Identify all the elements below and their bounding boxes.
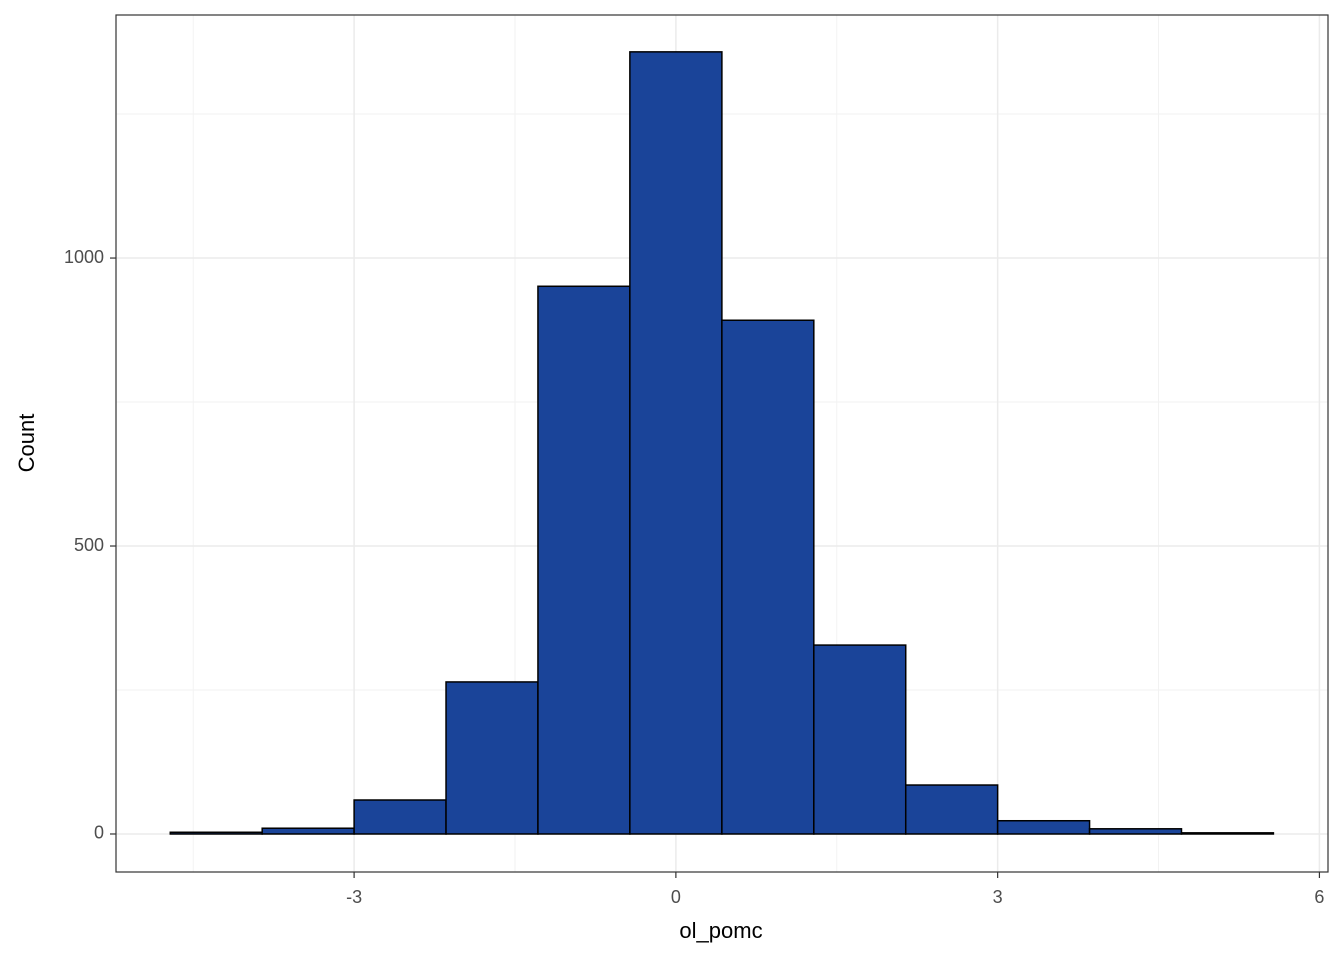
bar bbox=[261, 827, 355, 835]
x-tick-label: 0 bbox=[671, 887, 681, 907]
x-tick-label: -3 bbox=[346, 887, 362, 907]
y-axis-title: Count bbox=[14, 414, 39, 473]
y-tick-label: 500 bbox=[74, 535, 104, 555]
bar bbox=[1180, 832, 1275, 835]
x-axis-title: ol_pomc bbox=[679, 918, 762, 943]
bar bbox=[537, 285, 631, 835]
bars bbox=[169, 51, 1275, 835]
bar bbox=[1088, 828, 1183, 835]
x-tick-label: 6 bbox=[1314, 887, 1324, 907]
bar bbox=[445, 681, 539, 835]
bar bbox=[629, 51, 723, 835]
bar bbox=[721, 319, 815, 835]
bar bbox=[996, 819, 1091, 835]
bar bbox=[169, 831, 263, 835]
x-tick-label: 3 bbox=[993, 887, 1003, 907]
y-tick-label: 0 bbox=[94, 823, 104, 843]
bar bbox=[353, 799, 447, 835]
bar bbox=[904, 784, 999, 835]
bar bbox=[813, 644, 907, 835]
panel-border bbox=[115, 14, 1329, 873]
y-tick-label: 1000 bbox=[64, 247, 104, 267]
